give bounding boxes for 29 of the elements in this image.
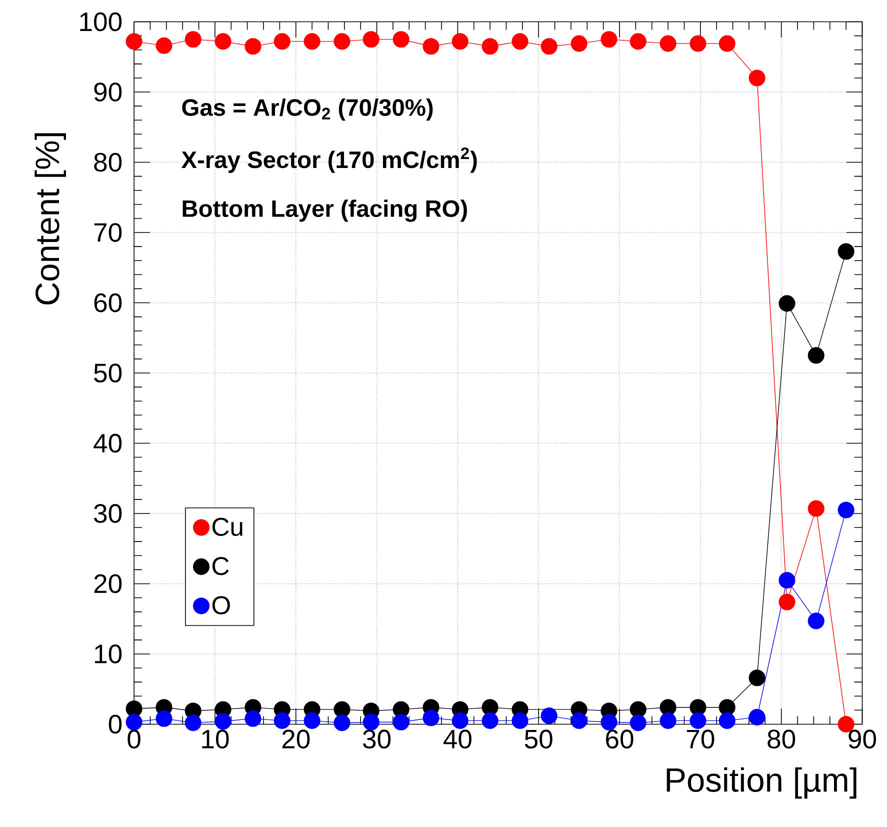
x-tick-label: 90 xyxy=(848,730,876,748)
annotation: X-ray Sector (170 mC/cm$^{2}$) xyxy=(181,147,477,173)
x-tick-label: 70 xyxy=(686,730,714,748)
x-tick-label: 20 xyxy=(282,730,310,748)
y-tick-label: 70 xyxy=(94,222,122,242)
y-axis-title: Content [%] xyxy=(34,133,66,304)
y-tick-label: 0 xyxy=(108,714,122,734)
legend-label: O xyxy=(212,596,230,614)
y-tick-label: 60 xyxy=(94,293,122,312)
y-tick-label: 20 xyxy=(94,574,122,594)
y-tick-label: 100 xyxy=(80,12,122,32)
y-tick-label: 50 xyxy=(94,363,122,382)
annotation: Bottom Layer (facing RO) xyxy=(182,200,467,222)
x-tick-label: 50 xyxy=(524,730,552,748)
y-tick-label: 40 xyxy=(94,434,122,453)
legend-label: C xyxy=(212,556,229,576)
x-axis-title: Position [µm] xyxy=(666,767,856,798)
legend-label: Cu xyxy=(212,518,242,536)
x-tick-label: 30 xyxy=(362,730,391,748)
x-tick-label: 0 xyxy=(128,730,140,748)
y-tick-label: 90 xyxy=(94,82,122,102)
y-tick-label: 30 xyxy=(94,504,122,523)
x-tick-label: 80 xyxy=(768,730,796,748)
annotation: Gas = Ar/CO$_{2}$ (70/30%) xyxy=(182,98,433,121)
y-tick-label: 10 xyxy=(95,644,122,664)
y-tick-label: 80 xyxy=(94,152,122,172)
x-tick-label: 40 xyxy=(443,730,472,748)
x-tick-label: 60 xyxy=(606,730,634,748)
x-tick-label: 10 xyxy=(202,730,229,748)
